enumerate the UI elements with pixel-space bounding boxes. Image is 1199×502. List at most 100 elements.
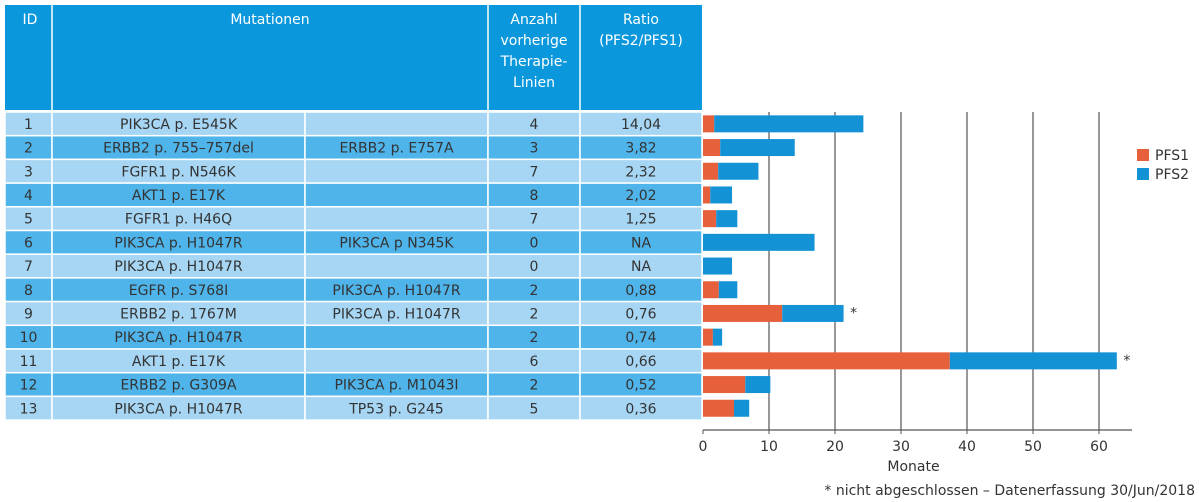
cell-text: 0,36: [625, 401, 656, 417]
x-tick-label: 30: [892, 439, 910, 455]
cell-text: 1: [24, 117, 33, 133]
cell-text: 2: [530, 283, 539, 299]
header-bg: [5, 5, 702, 110]
cell-text: 2: [530, 378, 539, 394]
header-count: Linien: [513, 75, 555, 91]
footnote: * nicht abgeschlossen – Datenerfassung 3…: [824, 483, 1195, 499]
cell-text: 10: [20, 330, 38, 346]
bar-segment: [716, 210, 738, 228]
x-axis-label: Monate: [887, 459, 939, 475]
cell-text: 5: [530, 401, 539, 417]
cell-text: ERBB2 p. 755–757del: [103, 141, 254, 157]
cell-text: 0,66: [625, 354, 656, 370]
legend-swatch: [1137, 168, 1149, 180]
cell-text: 7: [24, 259, 33, 275]
cell-text: 9: [24, 306, 33, 322]
bar-segment: [710, 186, 733, 204]
cell-text: 2: [530, 306, 539, 322]
cell-text: 8: [24, 283, 33, 299]
cell-text: PIK3CA p. M1043I: [334, 378, 458, 394]
bar-segment: [718, 281, 738, 299]
cell-text: 3,82: [625, 141, 656, 157]
cell: [304, 206, 489, 232]
cell-text: AKT1 p. E17K: [132, 188, 226, 204]
header-ratio: (PFS2/PFS1): [599, 33, 683, 49]
cell-text: 4: [530, 117, 539, 133]
bar-segment: [718, 162, 759, 180]
x-tick-label: 50: [1024, 439, 1042, 455]
x-tick-label: 0: [699, 439, 708, 455]
bar-segment: [782, 304, 844, 322]
bar-segment: [734, 399, 750, 417]
cell-text: 3: [530, 141, 539, 157]
note-marker: *: [1123, 353, 1130, 369]
bar-segment: [712, 328, 723, 346]
bar-segment: [703, 328, 713, 346]
header-count: Anzahl: [510, 12, 557, 28]
cell-text: PIK3CA p. H1047R: [332, 306, 460, 322]
header-count: vorherige: [501, 33, 568, 49]
cell-text: PIK3CA p. H1047R: [114, 401, 242, 417]
cell-text: 3: [24, 164, 33, 180]
cell-text: 2: [530, 330, 539, 346]
cell-text: PIK3CA p. H1047R: [114, 235, 242, 251]
bar-segment: [703, 304, 783, 322]
cell-text: 0,74: [625, 330, 656, 346]
cell: [304, 253, 489, 279]
cell-text: 0: [530, 259, 539, 275]
x-tick-label: 40: [958, 439, 976, 455]
cell-text: 0: [530, 235, 539, 251]
cell-text: 7: [530, 164, 539, 180]
cell-text: FGFR1 p. H46Q: [125, 212, 232, 228]
header-mutations: Mutationen: [230, 12, 309, 28]
bar-segment: [720, 139, 795, 157]
legend-label: PFS2: [1155, 167, 1189, 183]
cell-text: AKT1 p. E17K: [132, 354, 226, 370]
cell-text: 2,02: [625, 188, 656, 204]
cell-text: PIK3CA p. E545K: [120, 117, 238, 133]
cell-text: 2: [24, 141, 33, 157]
cell-text: 6: [24, 235, 33, 251]
bar-segment: [703, 257, 733, 275]
cell-text: 1,25: [625, 212, 656, 228]
cell-text: 4: [24, 188, 33, 204]
cell-text: 13: [20, 401, 38, 417]
note-marker: *: [850, 305, 857, 321]
cell-text: PIK3CA p. H1047R: [114, 330, 242, 346]
cell-text: 12: [20, 378, 38, 394]
bar-segment: [703, 186, 711, 204]
cell-text: PIK3CA p. H1047R: [114, 259, 242, 275]
cell: [579, 395, 703, 421]
bar-segment: [703, 352, 950, 370]
bar-segment: [703, 115, 715, 133]
cell-text: 0,88: [625, 283, 656, 299]
bar-segment: [745, 376, 771, 394]
header-count: Therapie-: [500, 54, 568, 70]
cell-text: PIK3CA p N345K: [339, 235, 454, 251]
bar-segment: [703, 233, 815, 251]
x-tick-label: 60: [1090, 439, 1108, 455]
header-id: ID: [23, 12, 38, 28]
cell-text: 0,76: [625, 306, 656, 322]
bar-segment: [949, 352, 1117, 370]
bar-segment: [714, 115, 864, 133]
cell: [304, 324, 489, 350]
bar-segment: [703, 281, 719, 299]
cell-text: 7: [530, 212, 539, 228]
x-tick-label: 20: [826, 439, 844, 455]
cell-text: EGFR p. S768I: [129, 283, 228, 299]
bar-segment: [703, 139, 721, 157]
cell: [304, 158, 489, 184]
cell-text: NA: [631, 259, 651, 275]
cell: [304, 182, 489, 208]
cell: [304, 111, 489, 137]
legend-swatch: [1137, 149, 1149, 161]
bar-segment: [703, 399, 735, 417]
cell: [304, 348, 489, 374]
cell-text: 14,04: [621, 117, 661, 133]
cell-text: TP53 p. G245: [348, 401, 444, 417]
cell-text: 0,52: [625, 378, 656, 394]
cell-text: ERBB2 p. G309A: [120, 378, 236, 394]
cell-text: 11: [20, 354, 38, 370]
